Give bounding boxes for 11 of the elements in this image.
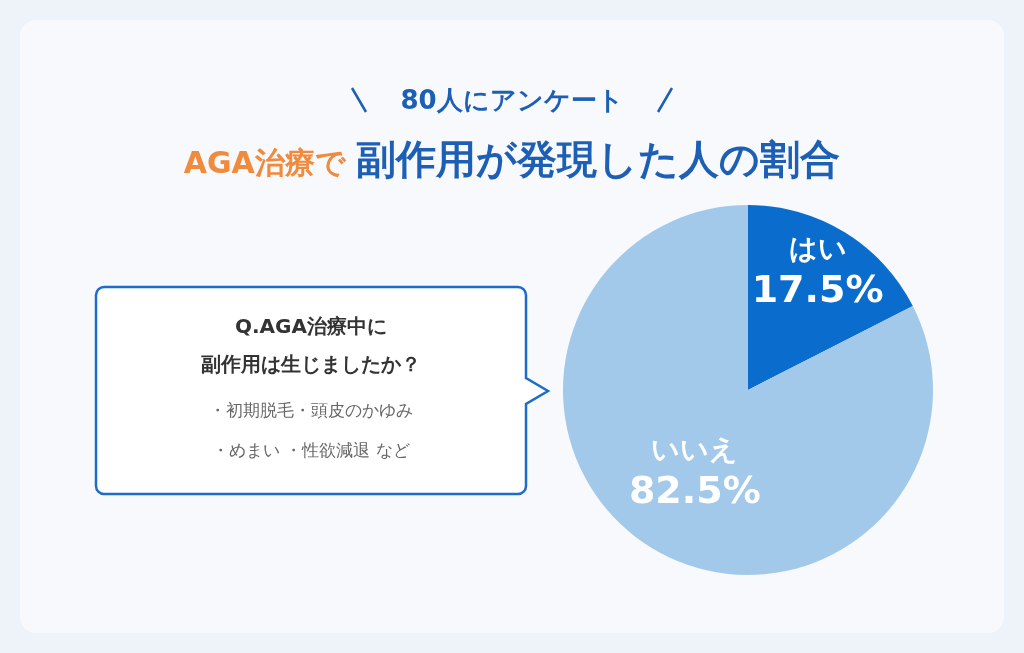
data-label: 17.5% [751, 267, 884, 312]
chart-title: AGA治療で 副作用が発現した人の割合 [183, 136, 841, 182]
data-label: 82.5% [628, 467, 761, 512]
text: ・めまい ・性欲減退 など [212, 440, 410, 460]
chart-subtitle: 80人にアンケート [400, 85, 624, 115]
text: Q.AGA治療中に [235, 314, 387, 338]
slice-label: いいえ [651, 432, 739, 466]
text: ・初期脱毛・頭皮のかゆみ [209, 400, 413, 420]
text: 副作用は生じましたか？ [201, 352, 421, 376]
slice-label: はい [788, 232, 847, 266]
pie-slice [563, 205, 933, 575]
